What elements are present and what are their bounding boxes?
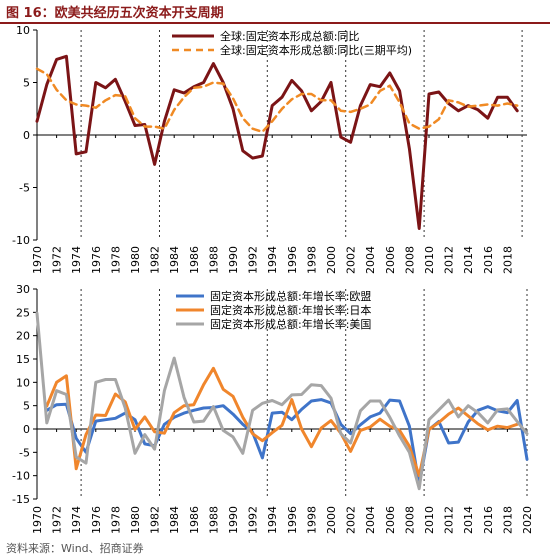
y-tick-label: 0 — [23, 129, 30, 142]
x-tick-label: 1998 — [305, 506, 318, 534]
x-tick-label: 2004 — [364, 506, 377, 534]
y-tick-label: 10 — [16, 24, 30, 37]
x-tick-label: 2004 — [364, 246, 377, 274]
x-tick-label: 2020 — [521, 506, 534, 534]
x-tick-label: 2000 — [325, 246, 338, 274]
series-line-1-2 — [35, 67, 519, 134]
x-tick-label: 2012 — [443, 246, 456, 274]
source-note: 资料来源：Wind、招商证券 — [6, 542, 144, 555]
x-tick-label: 2016 — [482, 246, 495, 274]
x-tick-label: 2002 — [345, 506, 358, 534]
title-rule — [0, 22, 550, 24]
x-tick-label: 2006 — [384, 506, 397, 534]
x-tick-label: 1980 — [129, 246, 142, 274]
x-tick-label: 1992 — [247, 506, 260, 534]
x-tick-label: 1972 — [51, 506, 64, 534]
x-tick-label: 2018 — [501, 246, 514, 274]
x-tick-label: 2014 — [462, 506, 475, 534]
y-tick-label: 15 — [16, 353, 30, 366]
y-tick-label: -5 — [19, 182, 30, 195]
y-tick-label: -10 — [12, 470, 30, 483]
series-line-2-2 — [45, 366, 519, 478]
x-tick-label: 2016 — [482, 506, 495, 534]
x-tick-label: 1970 — [31, 246, 44, 274]
x-tick-label: 1980 — [129, 506, 142, 534]
x-tick-label: 2006 — [384, 246, 397, 274]
x-tick-label: 2008 — [403, 506, 416, 534]
x-tick-label: 1996 — [286, 506, 299, 534]
legend-label: 固定资本形成总额:年增长率:欧盟 — [210, 289, 371, 303]
y-tick-label: -15 — [12, 493, 30, 506]
x-tick-label: 1984 — [168, 246, 181, 274]
x-tick-label: 1970 — [31, 506, 44, 534]
x-tick-label: 1988 — [207, 506, 220, 534]
x-tick-label: 1994 — [266, 246, 279, 274]
x-tick-label: 2002 — [345, 246, 358, 274]
legend-label: 固定资本形成总额:年增长率:日本 — [210, 303, 371, 317]
x-tick-label: 1978 — [109, 506, 122, 534]
y-tick-label: -5 — [19, 446, 30, 459]
x-tick-label: 2008 — [403, 246, 416, 274]
figure-title: 图 16：欧美共经历五次资本开支周期 — [6, 6, 224, 21]
x-tick-label: 1998 — [305, 246, 318, 274]
x-tick-label: 2012 — [443, 506, 456, 534]
x-tick-label: 1978 — [109, 246, 122, 274]
legend-label: 全球:固定资本形成总额:同比(三期平均) — [220, 43, 412, 57]
x-tick-label: 1992 — [247, 246, 260, 274]
x-tick-label: 1990 — [227, 246, 240, 274]
y-tick-label: 5 — [23, 400, 30, 413]
x-tick-label: 1976 — [90, 246, 103, 274]
y-tick-label: 30 — [16, 283, 30, 296]
x-tick-label: 1976 — [90, 506, 103, 534]
x-tick-label: 2010 — [423, 506, 436, 534]
y-tick-label: 25 — [16, 306, 30, 319]
x-tick-label: 2000 — [325, 506, 338, 534]
y-tick-label: 20 — [16, 330, 30, 343]
y-tick-label: 5 — [23, 77, 30, 90]
series-line-1-1 — [35, 54, 519, 230]
y-tick-label: -10 — [12, 234, 30, 247]
x-tick-label: 1986 — [188, 246, 201, 274]
x-tick-label: 2014 — [462, 246, 475, 274]
x-tick-label: 1982 — [149, 506, 162, 534]
x-tick-label: 1994 — [266, 506, 279, 534]
y-tick-label: 0 — [23, 423, 30, 436]
x-tick-label: 2018 — [501, 506, 514, 534]
x-tick-label: 1972 — [51, 246, 64, 274]
legend-label: 固定资本形成总额:年增长率:美国 — [210, 317, 371, 331]
x-tick-label: 1984 — [168, 506, 181, 534]
series-line-2-3 — [35, 311, 529, 491]
x-tick-label: 1974 — [70, 506, 83, 534]
x-tick-label: 1990 — [227, 506, 240, 534]
x-tick-label: 1986 — [188, 506, 201, 534]
x-tick-label: 1974 — [70, 246, 83, 274]
x-tick-label: 1982 — [149, 246, 162, 274]
x-tick-label: 1996 — [286, 246, 299, 274]
x-tick-label: 1988 — [207, 246, 220, 274]
x-tick-label: 2010 — [423, 246, 436, 274]
legend-label: 全球:固定资本形成总额:同比 — [220, 29, 359, 43]
y-tick-label: 10 — [16, 376, 30, 389]
